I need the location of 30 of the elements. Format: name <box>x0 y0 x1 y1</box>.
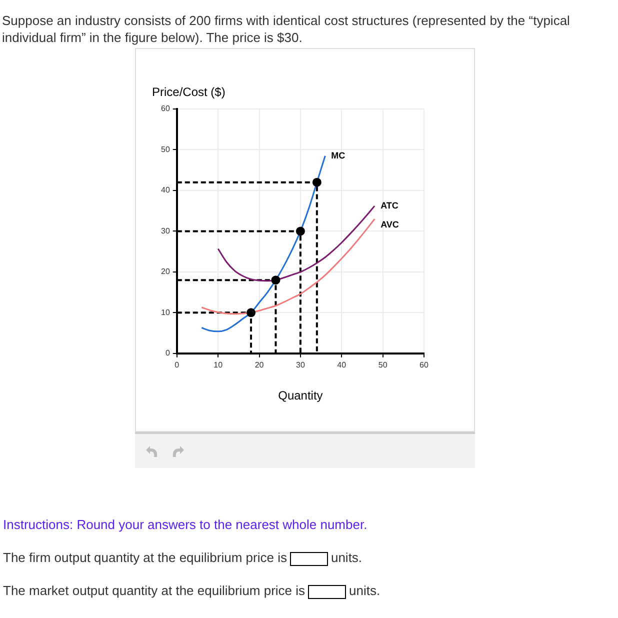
y-axis-title: Price/Cost ($) <box>152 85 226 99</box>
point <box>271 276 280 285</box>
y-tick-label: 50 <box>160 144 170 154</box>
line-series <box>200 155 326 332</box>
y-tick-label: 60 <box>160 104 170 114</box>
text: Instructions: Round your answers to the nearest whole number. <box>3 517 368 532</box>
text: units. <box>349 583 380 598</box>
x-tick-label: 50 <box>378 360 388 370</box>
y-tick-label: 10 <box>160 308 170 317</box>
point <box>246 308 256 318</box>
x-tick-label: 30 <box>296 360 306 370</box>
x-tick-label: 0 <box>174 360 180 370</box>
x-tick-label: 60 <box>420 360 429 370</box>
text: units. <box>330 550 362 565</box>
y-tick-label: 20 <box>160 267 170 276</box>
y-tick-label: 0 <box>165 348 170 358</box>
point <box>296 226 305 236</box>
x-tick-label: 20 <box>254 360 264 370</box>
text: The market output quantity at the equilibrium price is <box>3 583 306 598</box>
point <box>312 178 322 187</box>
x-axis-title: Quantity <box>278 388 323 402</box>
series-label: ATC <box>380 200 399 210</box>
x-tick-label: 10 <box>214 360 224 370</box>
series-label: AVC <box>380 219 400 230</box>
y-tick-label: 40 <box>160 186 170 195</box>
series-label: MC <box>331 150 346 160</box>
y-tick-label: 30 <box>160 226 170 236</box>
chart-title: Suppose an industry consists of 200 firms with identical cost structures (represented by the “typical individual firm” in the figure below). The price is $30. <box>2 12 571 46</box>
x-tick-label: 40 <box>337 360 347 370</box>
text: The firm output quantity at the equilibrium price is <box>3 550 287 565</box>
